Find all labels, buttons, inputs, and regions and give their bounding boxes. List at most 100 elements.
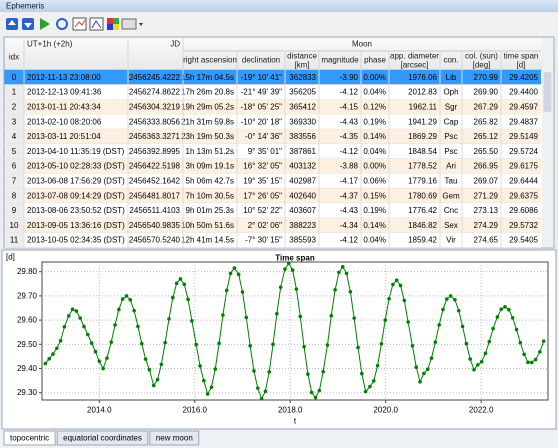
table-cell: 0.14% [363,221,386,230]
data-point [139,341,144,346]
chart-icon [91,20,102,29]
table-cell: 2012-12-13 09:41:36 [27,88,102,97]
data-point [198,364,202,368]
data-point [375,363,380,368]
data-point [406,320,410,324]
row-bg[interactable] [24,188,541,204]
table-cell: 403607 [289,206,316,215]
table-cell: -7° 30' 15" [245,236,282,245]
y-axis-label: [d] [6,253,15,262]
table-cell: 0.04% [363,88,386,97]
table-cell: 29.4597 [509,103,538,112]
chart-button[interactable] [89,17,104,31]
data-point [244,315,249,320]
row-bg[interactable] [24,99,541,115]
table-cell: 274.29 [474,221,499,230]
table-cell: Ari [446,162,456,171]
table-cell: 10 [10,221,19,230]
color-icon-red[interactable] [107,18,113,24]
table-cell: 2456274.8622 [129,88,181,97]
column-header: [arcsec] [400,61,428,70]
table-cell: 2013-10-05 02:34:35 (DST) [27,236,125,245]
table-cell: -18° 05' 25" [241,103,283,112]
scrollbar-thumb[interactable] [543,72,552,112]
row-index-bg [4,158,24,174]
table-cell: 3h 09m 19.1s [186,162,234,171]
row-bg[interactable] [24,129,541,144]
table-cell: -4.12 [340,88,359,97]
data-point [398,283,403,288]
data-point [58,338,63,343]
table-cell: 2456245.4222 [129,73,181,82]
data-point [43,361,48,366]
data-point [414,365,419,369]
table-cell: 29.6086 [509,206,538,215]
up-icon [8,20,16,25]
row-bg[interactable] [24,203,541,218]
data-point [70,307,75,312]
table-cell: 2013-07-08 09:14:29 (DST) [27,191,125,200]
row-bg[interactable] [24,70,541,85]
x-tick-label: 2014.0 [87,406,112,415]
data-point [541,339,546,343]
table-cell: 266.95 [474,162,499,171]
tab-label[interactable]: new moon [156,434,193,443]
table-cell: 17h 26m 20.8s [181,88,234,97]
table-cell: Oph [443,88,458,97]
y-tick-label: 29.30 [17,388,38,397]
data-point [387,297,391,301]
data-point [120,297,125,301]
row-bg[interactable] [24,158,541,174]
table-cell: 29.6175 [509,162,538,171]
row-bg[interactable] [24,218,541,233]
table-cell: 1976.06 [408,73,437,82]
table-cell: 7h 10m 30.5s [186,191,234,200]
tab[interactable] [3,430,56,446]
data-point [47,357,51,361]
table-cell: 2456333.8056 [129,117,181,126]
table-button[interactable] [72,17,87,31]
data-point [499,307,504,312]
data-point [124,294,129,298]
x-tick-label: 2018.0 [278,406,303,415]
data-point [286,261,291,266]
data-point [356,345,360,350]
row-bg[interactable] [24,173,541,189]
data-point [456,308,461,313]
row-index-bg [4,144,24,159]
table-cell: 2 [12,103,17,112]
table-cell: 12h 41m 14.5s [181,236,234,245]
table-cell: Psc [444,147,457,156]
table-cell: 2456481.8017 [129,191,181,200]
data-point [174,281,179,286]
play-button[interactable] [40,18,50,30]
table-cell: 269.90 [474,88,499,97]
row-bg[interactable] [24,232,541,248]
column-header: con. [443,56,458,65]
tab-label[interactable]: equatorial coordinates [63,434,142,443]
table-cell: 17° 26' 05" [243,191,282,200]
tab[interactable] [149,430,200,446]
tab-label[interactable]: topocentric [10,434,49,443]
x-axis-label: t [294,417,297,426]
row-bg[interactable] [24,114,541,130]
row-bg[interactable] [24,84,541,100]
data-point [483,351,488,356]
table-cell: 1780.69 [408,191,437,200]
data-point [526,360,530,365]
data-point [78,316,82,320]
data-point [418,380,422,384]
data-point [86,332,90,337]
refresh-button[interactable] [56,18,68,30]
row-bg[interactable] [24,144,541,159]
data-point [51,352,55,356]
column-header: [d] [517,61,526,70]
table-cell: -4.17 [340,177,359,186]
data-point [495,315,500,319]
tab[interactable] [56,430,149,446]
table-cell: 19° 35' 15" [243,177,282,186]
data-point [259,396,264,401]
data-point [363,389,368,394]
print-button[interactable] [121,18,137,30]
data-point [128,297,133,302]
